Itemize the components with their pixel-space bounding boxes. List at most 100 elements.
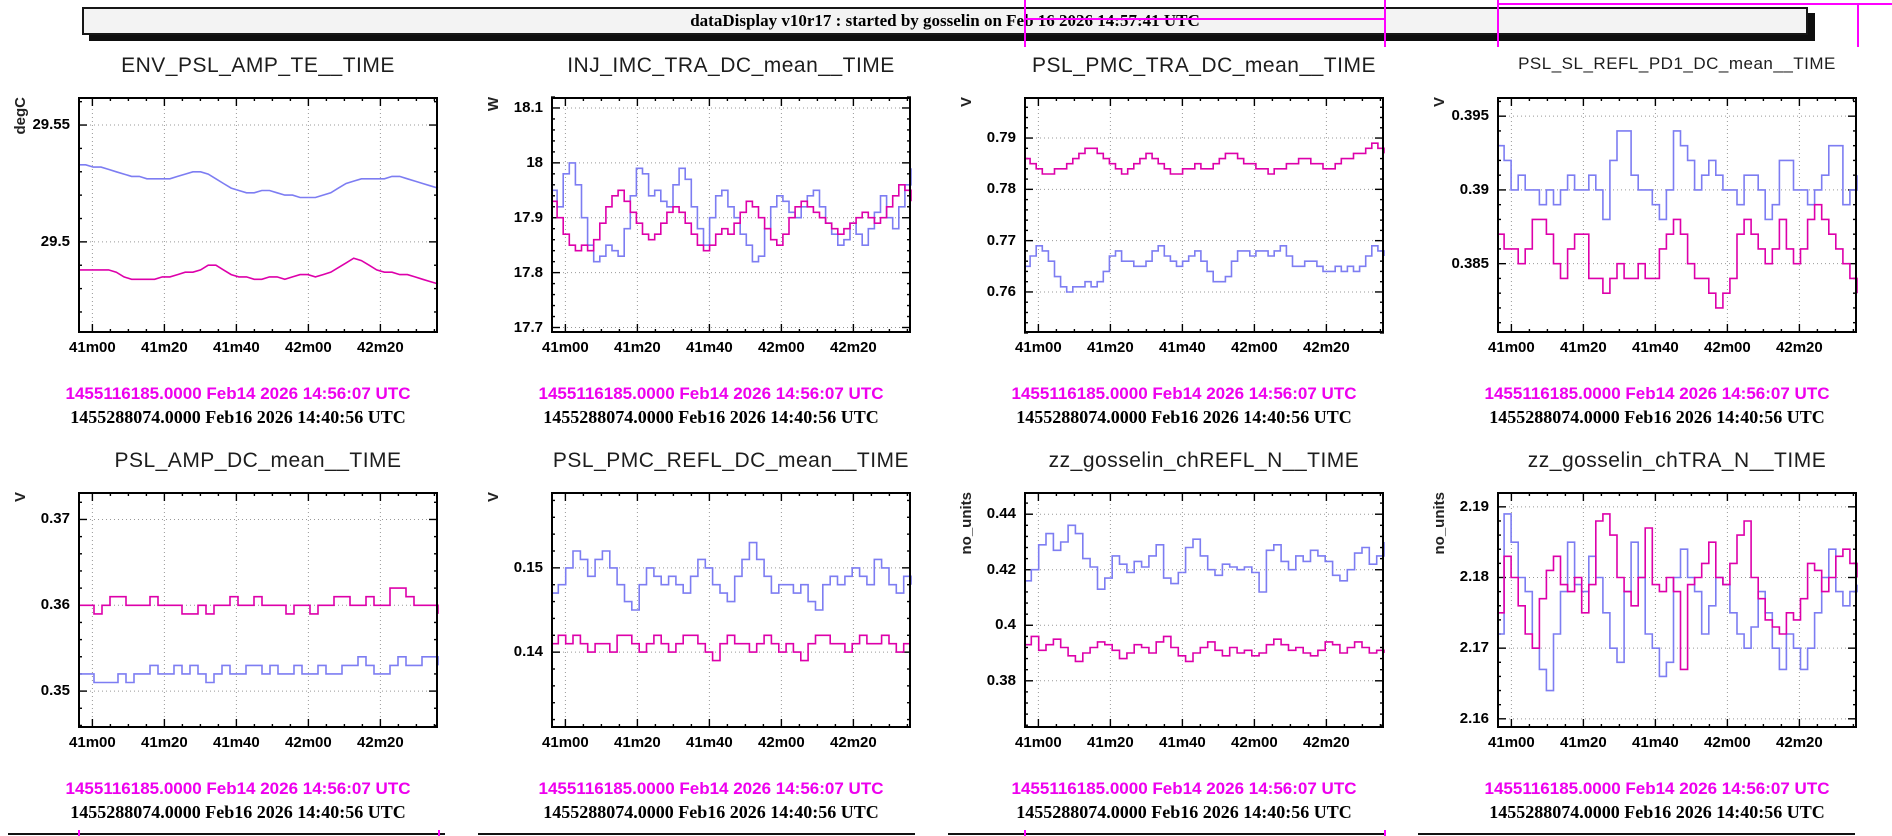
x-tick-label: 42m00 [1704, 339, 1751, 356]
y-tick-label: 29.55 [32, 116, 70, 134]
x-tick-label: 41m00 [542, 339, 589, 356]
pad-edge-segment [1418, 833, 1855, 835]
pad-corner-tick [1024, 830, 1026, 836]
plot-panel-psl-pmc-tra-dc[interactable]: PSL_PMC_TRA_DC_mean__TIME V 1455116185.0… [946, 46, 1419, 432]
pad-edge-segment [478, 833, 915, 835]
plot-panel-zz-gosselin-chtra[interactable]: zz_gosselin_chTRA_N__TIME no_units 14551… [1419, 441, 1892, 827]
plot-title: PSL_PMC_REFL_DC_mean__TIME [552, 449, 910, 472]
y-axis-unit-label: no_units [958, 492, 975, 555]
y-tick-label: 0.385 [1451, 254, 1489, 272]
timestamp-end: 1455288074.0000 Feb16 2026 14:40:56 UTC [543, 802, 879, 822]
trace-magenta [1497, 203, 1858, 309]
timestamp-start: 1455116185.0000 Feb14 2026 14:56:07 UTC [1011, 384, 1357, 403]
x-tick-label: 41m40 [1159, 339, 1206, 356]
plot-panel-psl-pmc-refl-dc[interactable]: PSL_PMC_REFL_DC_mean__TIME V 1455116185.… [473, 441, 946, 827]
pad-edge-segment [8, 833, 445, 835]
timestamp-start: 1455116185.0000 Feb14 2026 14:56:07 UTC [538, 384, 884, 403]
x-tick-label: 42m20 [1776, 734, 1823, 751]
pad-highlight-hline [1497, 3, 1892, 5]
plot-title: ENV_PSL_AMP_TE__TIME [121, 54, 395, 77]
trace-magenta [78, 587, 439, 615]
plot-panel-env-psl-amp-te[interactable]: ENV_PSL_AMP_TE__TIME degC 1455116185.000… [0, 46, 473, 432]
pad-highlight-hline [1024, 18, 1386, 20]
timestamp-start: 1455116185.0000 Feb14 2026 14:56:07 UTC [65, 779, 411, 798]
x-tick-label: 42m00 [1231, 339, 1278, 356]
plot-panel-inj-imc-tra-dc[interactable]: INJ_IMC_TRA_DC_mean__TIME W 1455116185.0… [473, 46, 946, 432]
y-tick-label: 0.44 [986, 505, 1016, 523]
trace-magenta [551, 184, 912, 252]
x-tick-label: 41m20 [614, 734, 661, 751]
x-tick-label: 42m20 [1303, 339, 1350, 356]
x-tick-label: 41m40 [213, 339, 260, 356]
plot-title: zz_gosselin_chREFL_N__TIME [1048, 449, 1360, 472]
y-tick-label: 2.19 [1459, 497, 1489, 515]
x-tick-label: 42m20 [357, 734, 404, 751]
plot-title: zz_gosselin_chTRA_N__TIME [1527, 449, 1827, 472]
trace-magenta [551, 634, 911, 662]
y-axis-unit-label: V [485, 492, 502, 503]
y-tick-label: 2.17 [1459, 639, 1489, 657]
plot-panel-psl-sl-refl-pd1[interactable]: PSL_SL_REFL_PD1_DC_mean__TIME V 14551161… [1419, 46, 1892, 432]
y-tick-label: 17.9 [513, 208, 543, 226]
y-tick-label: 0.76 [986, 282, 1016, 300]
x-tick-label: 42m00 [758, 339, 805, 356]
plot-frame [551, 492, 912, 728]
x-tick-label: 42m00 [1704, 734, 1751, 751]
timestamp-end: 1455288074.0000 Feb16 2026 14:40:56 UTC [70, 407, 406, 427]
plot-title: PSL_PMC_TRA_DC_mean__TIME [1032, 54, 1376, 77]
plot-grid: ENV_PSL_AMP_TE__TIME degC 1455116185.000… [0, 46, 1892, 827]
x-tick-label: 41m20 [1560, 339, 1607, 356]
plot-panel-psl-amp-dc[interactable]: PSL_AMP_DC_mean__TIME V 1455116185.0000 … [0, 441, 473, 827]
pad-edge-segment [948, 833, 1385, 835]
timestamp-end: 1455288074.0000 Feb16 2026 14:40:56 UTC [1489, 407, 1825, 427]
x-tick-label: 42m20 [830, 339, 877, 356]
y-tick-label: 0.36 [40, 596, 70, 614]
x-tick-label: 41m00 [542, 734, 589, 751]
plot-frame [78, 492, 439, 728]
trace-magenta [1024, 635, 1385, 663]
x-tick-label: 42m00 [285, 734, 332, 751]
y-axis-unit-label: V [12, 492, 29, 503]
y-tick-label: 18.1 [513, 98, 543, 116]
pad-highlight-vline [1384, 0, 1386, 47]
x-tick-label: 41m20 [614, 339, 661, 356]
timestamp-end: 1455288074.0000 Feb16 2026 14:40:56 UTC [1489, 802, 1825, 822]
trace-blue [78, 164, 439, 199]
pad-corner-tick [78, 830, 80, 836]
y-tick-label: 0.37 [40, 510, 70, 528]
y-tick-label: 0.77 [986, 231, 1016, 249]
x-tick-label: 41m40 [1632, 734, 1679, 751]
timestamp-start: 1455116185.0000 Feb14 2026 14:56:07 UTC [65, 384, 411, 403]
trace-blue [551, 162, 912, 263]
timestamp-end: 1455288074.0000 Feb16 2026 14:40:56 UTC [70, 802, 406, 822]
plot-frame [551, 96, 912, 333]
plot-panel-zz-gosselin-chrefl[interactable]: zz_gosselin_chREFL_N__TIME no_units 1455… [946, 441, 1419, 827]
x-tick-label: 41m40 [1632, 339, 1679, 356]
y-tick-label: 0.35 [40, 682, 70, 700]
timestamp-end: 1455288074.0000 Feb16 2026 14:40:56 UTC [543, 407, 879, 427]
y-tick-label: 2.18 [1459, 568, 1489, 586]
x-tick-label: 41m20 [1087, 734, 1134, 751]
x-tick-label: 41m40 [686, 734, 733, 751]
x-tick-label: 41m40 [686, 339, 733, 356]
y-tick-label: 17.7 [513, 318, 543, 336]
timestamp-start: 1455116185.0000 Feb14 2026 14:56:07 UTC [1011, 779, 1357, 798]
trace-magenta [78, 257, 439, 285]
plot-frame [1024, 97, 1385, 334]
plot-frame [1024, 492, 1385, 728]
pad-highlight-vline [1024, 0, 1026, 47]
timestamp-end: 1455288074.0000 Feb16 2026 14:40:56 UTC [1016, 802, 1352, 822]
y-tick-label: 0.38 [986, 671, 1016, 689]
x-tick-label: 41m40 [1159, 734, 1206, 751]
x-tick-label: 42m20 [830, 734, 877, 751]
title-bar[interactable]: dataDisplay v10r17 : started by gosselin… [82, 7, 1808, 35]
y-tick-label: 29.5 [40, 232, 70, 250]
y-tick-label: 2.16 [1459, 709, 1489, 727]
window-title: dataDisplay v10r17 : started by gosselin… [690, 11, 1200, 30]
trace-blue [1024, 524, 1385, 593]
x-tick-label: 41m00 [1015, 339, 1062, 356]
trace-magenta [1497, 513, 1858, 671]
plot-title: PSL_AMP_DC_mean__TIME [114, 449, 402, 472]
y-tick-label: 0.42 [986, 560, 1016, 578]
